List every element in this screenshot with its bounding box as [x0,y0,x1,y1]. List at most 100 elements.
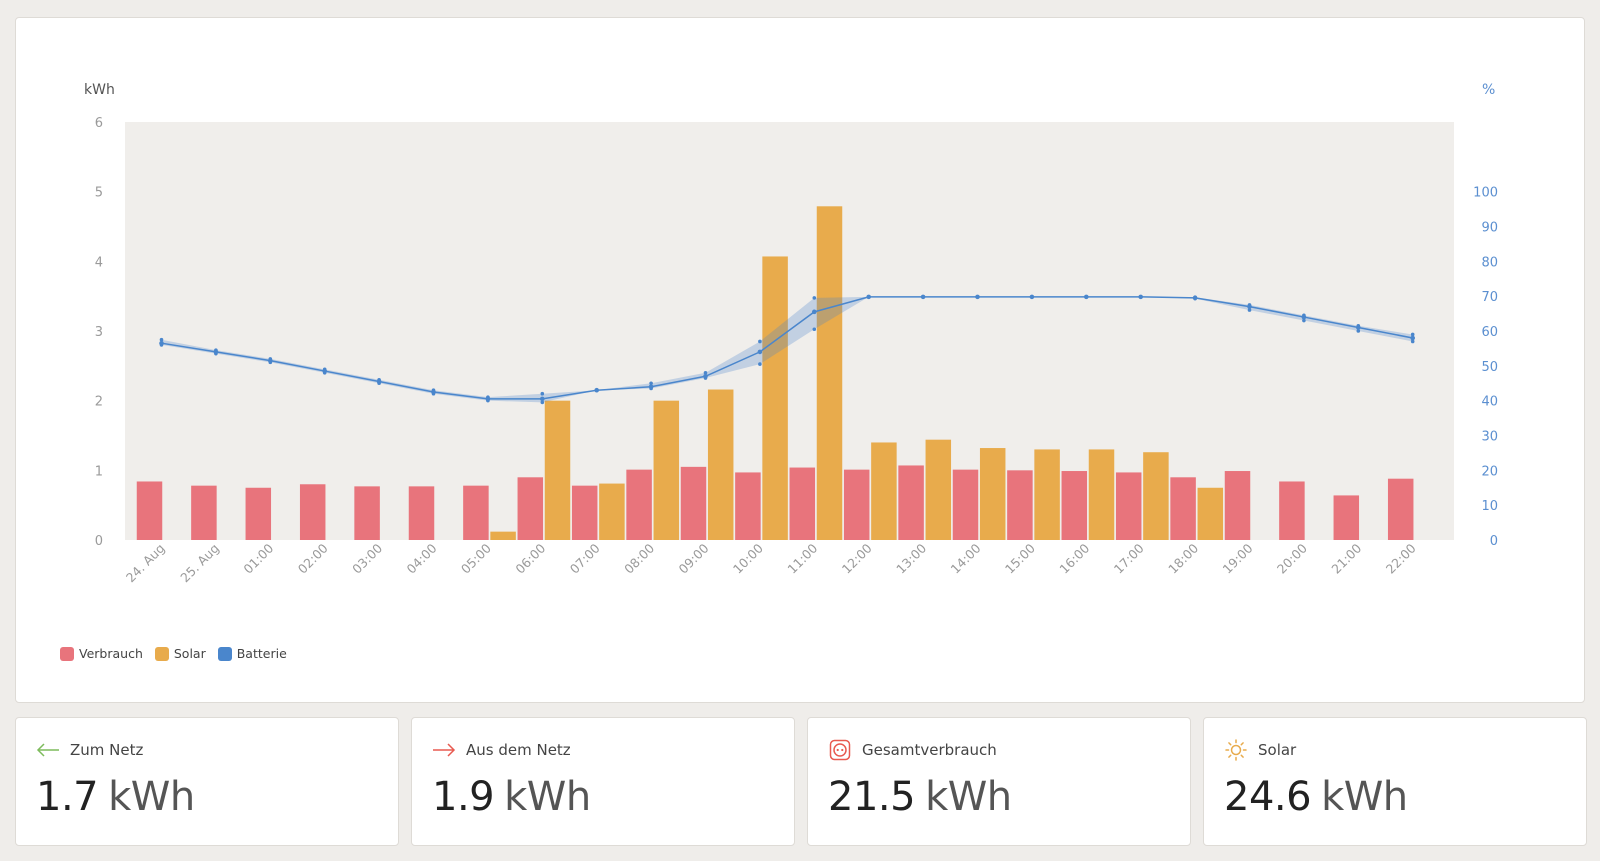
right-tick-label: 70 [1481,290,1498,305]
bar-verbrauch [571,485,598,540]
x-tick-label: 09:00 [676,540,712,576]
stat-label: Aus dem Netz [466,741,571,759]
bar-verbrauch [1279,481,1305,540]
battery-point [1138,294,1143,300]
x-tick-label: 21:00 [1328,540,1364,576]
bar-solar [707,389,734,540]
left-tick-label: 1 [95,464,103,479]
left-tick-label: 3 [95,325,103,340]
left-tick-label: 5 [95,186,103,201]
battery-point [812,309,817,315]
left-tick-label: 2 [95,395,103,410]
battery-min-point [1193,296,1197,301]
left-tick-label: 6 [95,116,103,131]
battery-max-point [214,348,218,352]
bar-solar [925,439,952,540]
bar-verbrauch [1170,477,1196,540]
battery-max-point [1356,323,1361,328]
legend-item-verbrauch[interactable]: Verbrauch [60,646,143,661]
battery-max-point [322,367,327,372]
x-tick-label: 24. Aug [123,541,168,586]
right-axis-unit: % [1482,82,1495,98]
battery-line [161,296,1413,400]
sun-icon [1224,739,1248,761]
bar-verbrauch [191,485,217,540]
battery-min-point [377,381,381,386]
bar-verbrauch [299,484,326,540]
battery-min-point [268,360,273,365]
bar-verbrauch [735,472,761,540]
bar-verbrauch [1224,471,1251,540]
bar-verbrauch [898,465,924,540]
bar-solar [816,206,843,540]
stat-unit: kWh [925,774,1012,820]
battery-min-point [431,391,436,396]
bar-verbrauch [245,487,272,540]
battery-point [594,387,599,393]
stat-value-row: 1.7 kWh [36,774,195,820]
bar-solar [544,400,571,540]
battery-max-point [1302,313,1306,318]
stat-card-zum-netz: Zum Netz 1.7 kWh [15,717,399,846]
bar-verbrauch [789,467,816,540]
battery-min-point [812,327,817,332]
right-tick-label: 40 [1481,395,1498,410]
stat-unit: kWh [108,774,195,820]
battery-max-point [540,391,545,396]
battery-min-point [1302,318,1306,323]
battery-min-point [540,400,545,405]
right-tick-label: 100 [1473,186,1498,201]
x-tick-label: 20:00 [1274,540,1310,576]
x-tick-label: 17:00 [1111,540,1147,576]
x-tick-label: 03:00 [349,540,385,576]
x-tick-label: 14:00 [948,540,984,576]
battery-min-point [703,376,708,380]
stat-card-solar: Solar 24.6 kWh [1203,717,1587,846]
battery-max-point [649,381,653,386]
x-tick-label: 08:00 [621,540,657,576]
battery-min-point [486,398,490,403]
bar-verbrauch [463,485,489,540]
legend-label: Batterie [236,646,287,661]
stat-card-gesamtverbrauch: Gesamtverbrauch 21.5 kWh [807,717,1191,846]
legend-item-batterie[interactable]: Batterie [217,646,287,661]
stat-value: 24.6 [1224,774,1312,820]
legend-swatch [154,646,169,661]
bar-verbrauch [136,481,163,540]
stat-label: Solar [1258,741,1297,759]
battery-max-point [268,357,273,361]
bar-verbrauch [1333,495,1360,540]
stat-label: Gesamtverbrauch [862,741,997,759]
legend-item-solar[interactable]: Solar [154,646,206,661]
battery-min-point [1356,329,1361,333]
battery-max-point [377,377,381,382]
bar-solar [871,442,897,540]
stat-card-aus-dem-netz: Aus dem Netz 1.9 kWh [411,717,795,846]
right-tick-label: 10 [1481,499,1498,514]
battery-max-point [812,296,817,300]
x-tick-label: 13:00 [893,540,929,576]
x-tick-label: 05:00 [458,540,494,576]
arrow-left-icon [36,740,60,760]
bar-verbrauch [1061,471,1088,540]
bar-verbrauch [680,466,707,540]
battery-max-point [159,337,164,342]
x-tick-label: 15:00 [1002,540,1038,576]
left-tick-label: 4 [95,255,103,270]
battery-min-point [1410,339,1415,344]
battery-point [540,396,545,402]
bar-solar [653,400,680,540]
right-tick-label: 80 [1481,255,1498,270]
x-tick-label: 06:00 [512,540,548,576]
right-tick-label: 90 [1481,221,1498,236]
battery-max-point [703,371,708,375]
bar-verbrauch [626,469,652,540]
bar-verbrauch [843,469,870,540]
battery-point [1029,294,1035,300]
stat-value: 1.9 [432,774,495,820]
bar-solar [1034,449,1060,540]
bar-verbrauch [1115,472,1142,540]
battery-max-point [758,339,762,344]
stat-unit: kWh [1321,774,1408,820]
